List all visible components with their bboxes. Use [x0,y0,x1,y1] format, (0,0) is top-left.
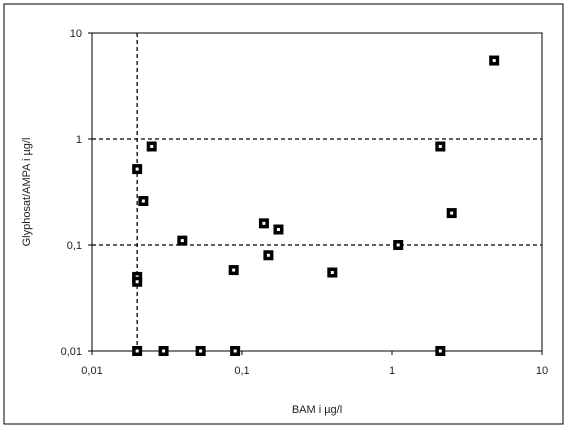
data-point-center [135,349,139,353]
x-axis: 0,01 0,1 1 10 [81,351,548,377]
x-tick-label: 10 [536,365,548,377]
y-axis-title: Glyphosat/AMPA i µg/l [21,138,33,247]
y-tick-label: 1 [76,134,82,146]
data-point-center [450,211,454,215]
data-point-center [266,253,270,257]
data-point-center [135,280,139,284]
data-point-center [162,349,166,353]
data-point-center [438,349,442,353]
plot-area [91,32,543,352]
data-point-center [276,228,280,232]
x-axis-title: BAM i µg/l [292,404,342,416]
data-point-center [232,268,236,272]
y-tick-label: 0,01 [61,346,82,358]
y-tick-label: 0,1 [67,240,82,252]
data-point-center [396,243,400,247]
data-point-center [492,59,496,63]
data-point-center [233,349,237,353]
data-point-center [150,144,154,148]
data-point-center [330,271,334,275]
data-point-center [262,221,266,225]
data-point-center [180,239,184,243]
y-axis: 0,01 0,1 1 10 [61,28,92,358]
x-tick-label: 0,1 [234,365,249,377]
x-tick-label: 0,01 [81,365,102,377]
data-point-center [141,199,145,203]
data-point-center [199,349,203,353]
chart-frame [3,3,564,425]
x-tick-label: 1 [389,365,395,377]
data-points [132,55,500,356]
data-point-center [135,167,139,171]
reference-lines [92,33,542,351]
data-point-center [438,144,442,148]
y-tick-label: 10 [70,28,82,40]
